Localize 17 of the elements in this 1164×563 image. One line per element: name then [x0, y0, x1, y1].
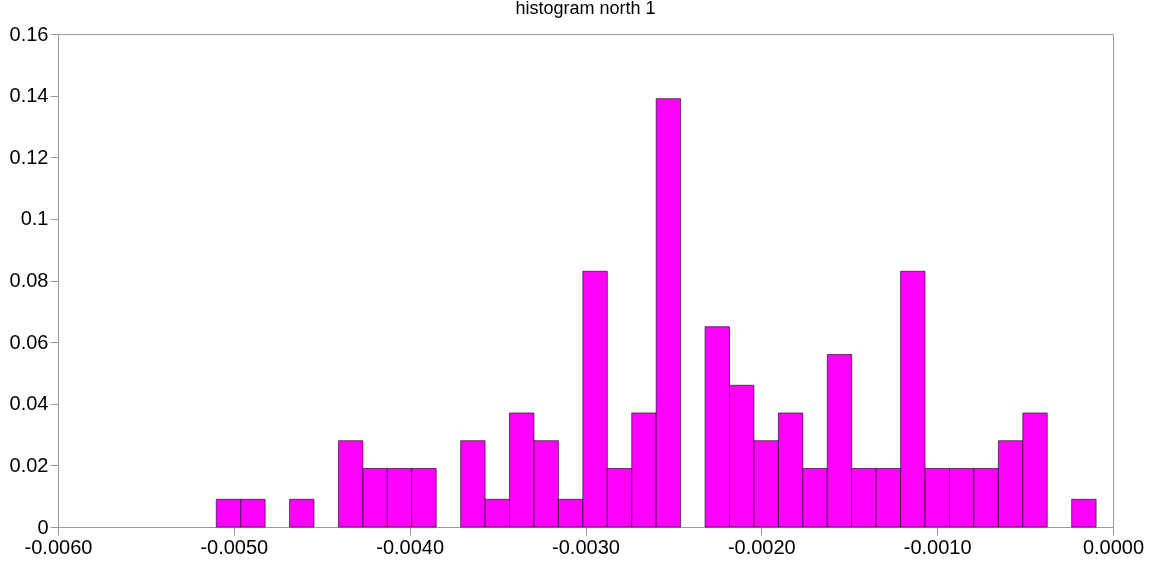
- y-tick-label: 0: [37, 515, 49, 538]
- y-tick-label: 0.16: [9, 22, 49, 45]
- x-tick-label: -0.0050: [200, 535, 269, 558]
- y-tick-label: 0.14: [9, 84, 49, 107]
- y-tick-label: 0.12: [9, 145, 49, 168]
- y-tick-label: 0.08: [9, 269, 49, 291]
- y-tick-label: 0.1: [20, 207, 49, 230]
- x-tick-label: -0.0040: [376, 535, 445, 558]
- x-tick-label: 0.0000: [1082, 535, 1145, 558]
- x-tick-label: -0.0060: [24, 535, 93, 558]
- x-tick-label: -0.0030: [552, 535, 620, 558]
- y-tick-label: 0.02: [9, 453, 49, 476]
- y-tick-label: 0.06: [9, 330, 49, 353]
- y-tick-label: 0.04: [9, 392, 49, 415]
- chart-title: histogram north 1: [515, 0, 656, 18]
- x-tick-label: -0.0010: [903, 535, 972, 558]
- x-tick-label: -0.0020: [727, 535, 796, 558]
